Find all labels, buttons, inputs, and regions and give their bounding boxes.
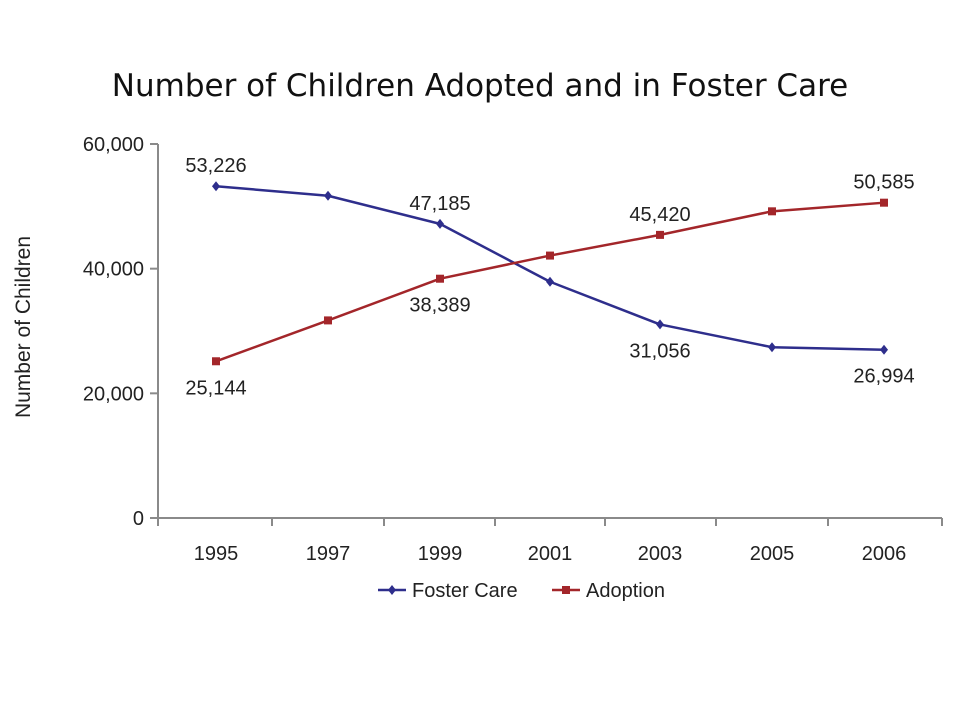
adoption-point [880,198,888,207]
foster-care-point [436,218,444,229]
adoption-point [212,357,220,366]
data-label: 26,994 [853,366,914,388]
data-label: 25,144 [185,377,246,399]
foster-care-point [880,344,888,355]
x-tick-label: 1995 [194,543,239,565]
foster-care-point [324,190,332,201]
adoption-point [546,251,554,260]
foster-care-point [212,181,220,192]
adoption-point [436,274,444,283]
adoption-point [656,230,664,239]
x-tick-label: 1997 [306,543,351,565]
chart-title: Number of Children Adopted and in Foster… [111,68,849,104]
data-label: 38,389 [409,295,470,317]
x-tick-label: 2003 [638,543,683,565]
adoption-point [324,316,332,325]
x-tick-label: 2001 [528,543,573,565]
data-label: 53,226 [185,155,246,177]
legend-item-label: Adoption [586,580,665,602]
y-tick-label: 40,000 [83,259,144,281]
y-tick-label: 60,000 [83,134,144,156]
legend-item-label: Foster Care [412,580,518,602]
series-layer [212,181,888,366]
chart-legend[interactable]: Foster Care Adoption [378,580,665,602]
y-tick-label: 20,000 [83,383,144,405]
y-axis-ticks: 0 20,000 40,000 60,000 [83,134,158,530]
y-axis-title: Number of Children [12,236,35,418]
foster-care-point [546,276,554,287]
foster-care-point [768,342,776,353]
adoption-point [768,207,776,216]
x-axis-ticks: 1995 1997 1999 2001 2003 2005 2006 [157,518,943,565]
chart-axes [157,144,942,519]
y-tick-label: 0 [133,508,144,530]
x-tick-label: 2005 [750,543,795,565]
x-tick-label: 1999 [418,543,463,565]
data-label: 45,420 [629,204,690,226]
legend-square-icon [562,586,570,594]
x-tick-label: 2006 [862,543,907,565]
data-label: 47,185 [409,193,470,215]
data-label: 50,585 [853,172,914,194]
data-labels: 53,226 47,185 31,056 26,994 25,144 38,389 45,4… [185,155,914,399]
data-label: 31,056 [629,340,690,362]
legend-diamond-icon [388,585,396,595]
foster-care-point [656,319,664,330]
